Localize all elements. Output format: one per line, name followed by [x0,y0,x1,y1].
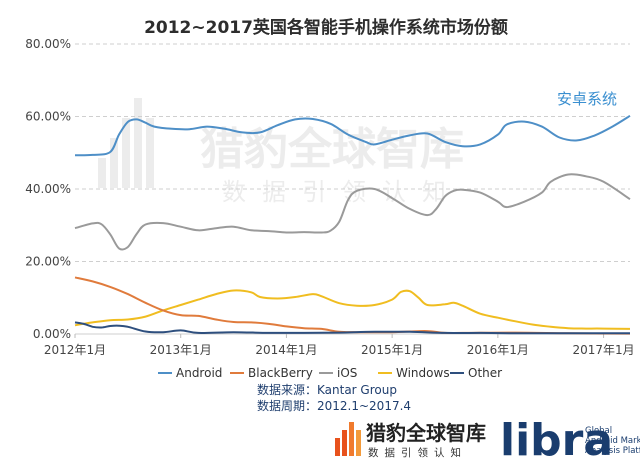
x-tick-label: 2016年1月 [467,343,529,357]
y-axis: 0.00% 20.00% 40.00% 60.00% 80.00% [25,37,71,341]
legend-label-ios: iOS [337,366,357,380]
libra-sub-1: Global [585,426,612,436]
y-tick-label: 80.00% [25,37,71,51]
libra-wordmark: libra [500,415,613,466]
legend-label-windows: Windows [396,366,450,380]
cheetah-logo-subtitle: 数据引领认知 [368,446,467,459]
series-lines [74,114,631,335]
series-line-windows [74,289,631,330]
legend-label-android: Android [176,366,222,380]
x-axis: 2012年1月 2013年1月 2014年1月 2015年1月 2016年1月 2017年… [44,334,635,357]
x-tick-label: 2012年1月 [44,343,106,357]
x-tick-label: 2015年1月 [361,343,423,357]
y-tick-label: 40.00% [25,182,71,196]
libra-sub-2: Android Market [585,436,640,446]
y-tick-label: 0.00% [33,327,71,341]
source-line-2: 数据周期：2012.1~2017.4 [257,398,411,413]
legend-label-other: Other [468,366,502,380]
android-annotation: 安卓系统 [557,90,617,108]
legend-label-blackberry: BlackBerry [248,366,313,380]
y-tick-label: 60.00% [25,110,71,124]
source-line-1: 数据来源：Kantar Group [257,382,397,397]
series-line-ios [74,173,631,251]
x-tick-label: 2014年1月 [255,343,317,357]
cheetah-logo: 猎豹全球智库 数据引领认知 [335,421,486,459]
watermark-subtitle: 数据引领认知 [222,178,462,206]
libra-sub-3: Analysis Platform [585,446,640,456]
y-tick-label: 20.00% [25,255,71,269]
cheetah-bars-icon [335,422,361,456]
series-line-android [74,114,631,157]
watermark: 猎豹全球智库 数据引领认知 [98,98,464,206]
legend: Android BlackBerry iOS Windows Other [158,366,502,380]
x-tick-label: 2013年1月 [150,343,212,357]
chart-title: 2012~2017英国各智能手机操作系统市场份额 [144,17,508,38]
x-tick-label: 2017年1月 [572,343,634,357]
libra-logo: libra Global Android Market Analysis Pla… [500,415,640,466]
watermark-logo-icon [98,98,154,188]
series-line-other [74,321,630,335]
cheetah-logo-title: 猎豹全球智库 [366,421,486,445]
